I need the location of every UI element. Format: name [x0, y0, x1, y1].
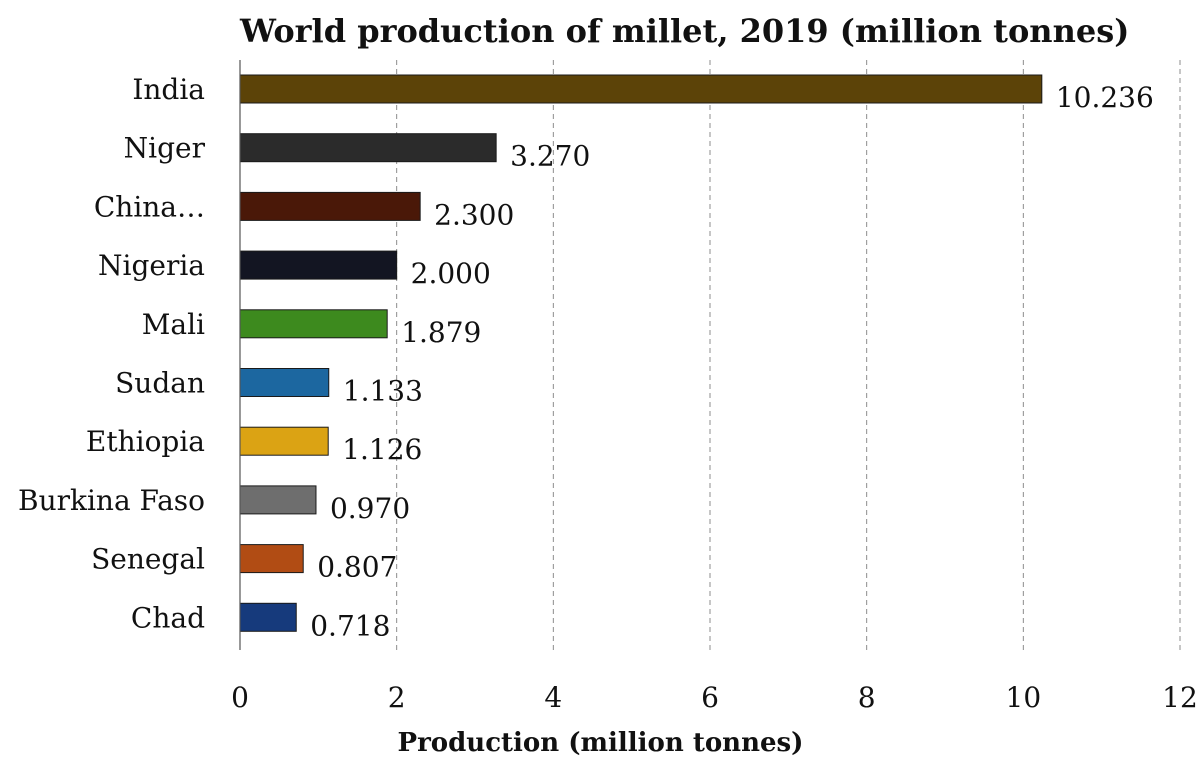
x-tick-label: 2	[388, 681, 406, 714]
bar-senegal	[239, 544, 304, 574]
bar-burkina-faso	[239, 485, 317, 515]
category-label: India	[132, 73, 205, 106]
value-labels: 10.236 3.270 2.300 2.000 1.879 1.133 1.126 0.97…	[310, 81, 1154, 642]
category-label: Burkina Faso	[18, 484, 205, 517]
value-label: 1.126	[342, 433, 422, 466]
x-tick-label: 10	[1006, 681, 1042, 714]
x-axis-label: Production (million tonnes)	[397, 728, 804, 758]
category-label: Sudan	[115, 367, 205, 400]
category-label: Mali	[142, 308, 205, 341]
category-label: Ethiopia	[86, 425, 205, 458]
value-label: 0.718	[310, 609, 390, 642]
bar-mali	[239, 309, 388, 339]
category-label: Nigeria	[98, 249, 205, 282]
category-label: Senegal	[91, 543, 205, 576]
value-label: 2.000	[411, 257, 491, 290]
value-label: 1.879	[401, 316, 481, 349]
bar-nigeria	[239, 250, 398, 280]
value-label: 3.270	[510, 140, 590, 173]
bar-india	[239, 74, 1043, 104]
value-label: 2.300	[434, 198, 514, 231]
category-label: China…	[94, 190, 205, 223]
x-tick-label: 6	[701, 681, 719, 714]
x-tick-label: 8	[858, 681, 876, 714]
value-label: 10.236	[1056, 81, 1154, 114]
x-tick-label: 12	[1162, 681, 1198, 714]
bar-china	[239, 191, 421, 221]
value-label: 1.133	[343, 375, 423, 408]
value-label: 0.970	[330, 492, 410, 525]
bar-chad	[239, 602, 297, 632]
bar-ethiopia	[239, 426, 329, 456]
category-label: Niger	[124, 132, 206, 165]
x-tick-label: 4	[544, 681, 562, 714]
bar-sudan	[239, 368, 330, 397]
bar-niger	[239, 133, 497, 163]
chart-title: World production of millet, 2019 (millio…	[240, 12, 1130, 50]
value-label: 0.807	[317, 551, 397, 584]
bars	[239, 74, 1043, 632]
category-labels: India Niger China… Nigeria Mali Sudan Ethiopia…	[18, 73, 206, 634]
x-tick-label: 0	[231, 681, 249, 714]
x-tick-labels: 0 2 4 6 8 10 12	[231, 681, 1198, 714]
category-label: Chad	[131, 601, 205, 634]
